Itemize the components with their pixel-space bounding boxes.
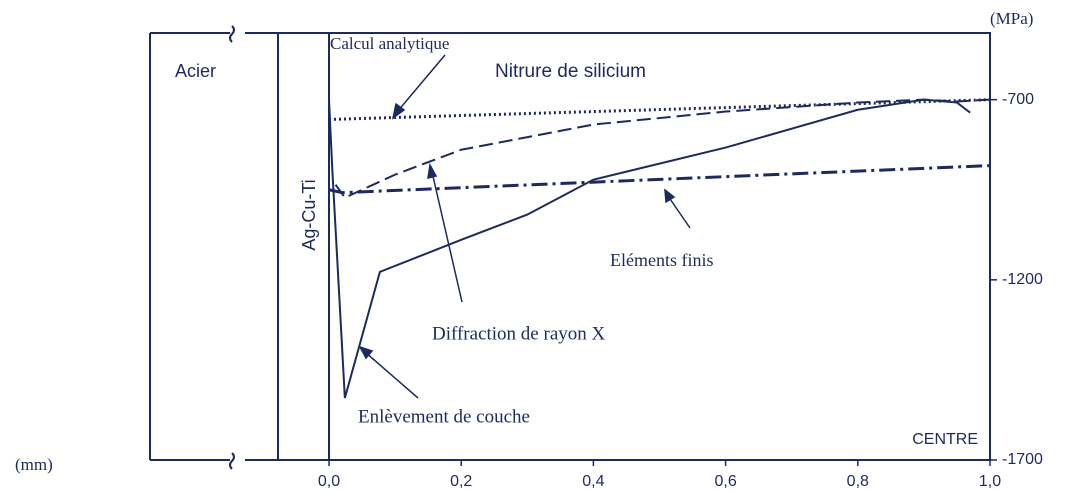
x-tick-label: 0,2 — [450, 473, 472, 490]
series-line — [328, 98, 991, 121]
series-line — [328, 164, 991, 195]
arrows — [358, 54, 691, 399]
x-tick-label: 0,4 — [582, 473, 604, 490]
x-tick-label: 0,6 — [714, 473, 736, 490]
y-tick-label: -1700 — [1002, 451, 1043, 468]
series-label: Diffraction de rayon X — [432, 323, 606, 344]
y-tick-label: -700 — [1002, 91, 1034, 108]
series-label: Calcul analytique — [330, 34, 449, 53]
plot-frame — [328, 32, 991, 461]
x-tick-label: 1,0 — [979, 473, 1001, 490]
annotation: CENTRE — [912, 431, 978, 448]
y-unit: (MPa) — [990, 9, 1033, 28]
axis-break — [229, 25, 235, 470]
annotation: Ag-Cu-Ti — [299, 179, 319, 250]
x-tick-label: 0,8 — [847, 473, 869, 490]
x-unit: (mm) — [15, 455, 53, 474]
annotation: Nitrure de silicium — [495, 61, 646, 82]
steel-bracket — [149, 32, 278, 461]
x-tick-label: 0,0 — [318, 473, 340, 490]
series-line — [328, 98, 971, 399]
series-label: Eléments finis — [610, 250, 713, 270]
brazing-strip — [277, 32, 330, 461]
series-label: Enlèvement de couche — [358, 406, 530, 427]
y-tick-label: -1200 — [1002, 271, 1043, 288]
annotation: Acier — [175, 61, 216, 81]
